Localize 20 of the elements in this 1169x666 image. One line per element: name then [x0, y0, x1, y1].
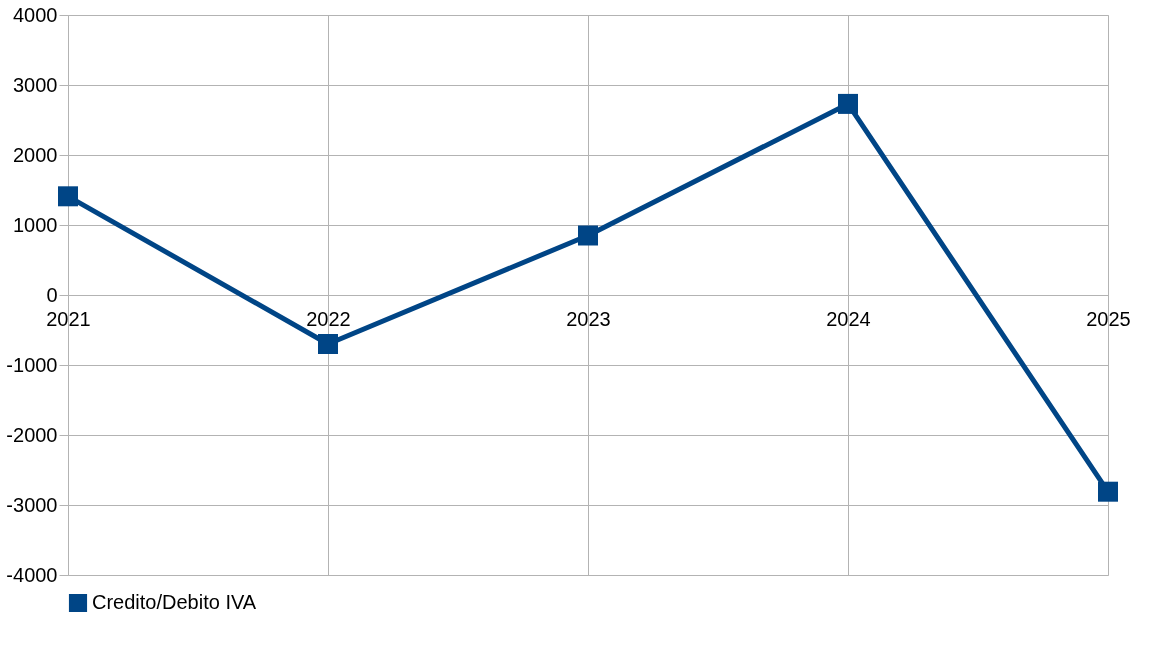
point: [838, 93, 858, 114]
y-tick-label: 2000: [13, 143, 58, 166]
x-tick-label: 2021: [46, 307, 91, 330]
y-tick-label: 0: [46, 283, 58, 306]
point: [318, 334, 338, 354]
point: [578, 225, 598, 246]
y-tick-label: -2000: [6, 423, 58, 446]
x-tick-label: 2022: [306, 307, 351, 330]
y-tick-label: -3000: [6, 493, 58, 516]
point: [58, 186, 78, 207]
x-tick-label: 2025: [1086, 307, 1131, 330]
y-tick-label: -1000: [6, 353, 58, 376]
x-tick-label: 2024: [826, 307, 871, 330]
y-tick-label: 3000: [13, 73, 58, 96]
y-tick-label: 4000: [13, 3, 58, 26]
x-tick-label: 2023: [566, 307, 611, 330]
y-tick-label: 1000: [13, 213, 58, 236]
y-tick-label: -4000: [6, 563, 58, 586]
point: [1098, 481, 1118, 502]
legend-label: Credito/Debito IVA: [92, 591, 257, 613]
